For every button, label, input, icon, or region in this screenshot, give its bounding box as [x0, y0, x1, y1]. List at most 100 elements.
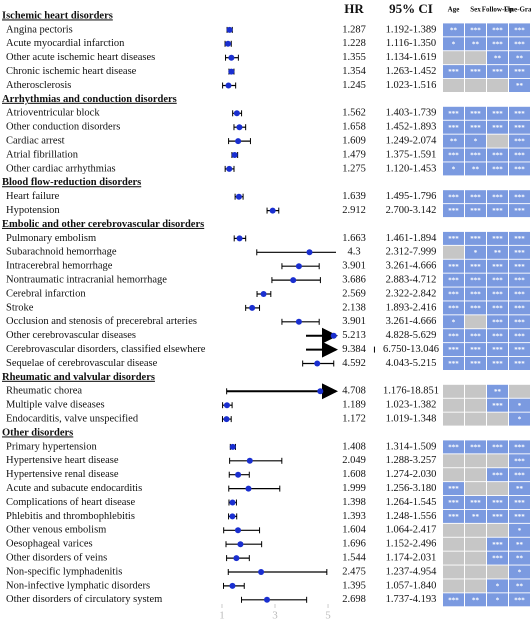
hr-value: 1.999 — [342, 483, 366, 494]
sig-cell — [487, 231, 508, 245]
sig-cell — [443, 593, 464, 607]
sig-cell — [487, 134, 508, 148]
sig-stars: *** — [514, 193, 525, 201]
ci-text: 3.261-4.666 — [386, 316, 437, 327]
sig-stars: *** — [492, 235, 503, 243]
sig-stars: *** — [492, 68, 503, 76]
sig-cell — [443, 231, 464, 245]
group-header: Arrhythmias and conduction disorders — [2, 94, 177, 105]
ci-text: 1.134-1.619 — [386, 52, 437, 63]
sig-cell — [487, 412, 508, 426]
sig-stars: *** — [470, 305, 481, 313]
hr-point — [236, 124, 243, 131]
sig-stars: * — [452, 40, 456, 48]
sig-cell — [509, 454, 530, 468]
sig-cell — [487, 357, 508, 370]
ci-text: 1.192-1.389 — [386, 24, 437, 35]
sig-stars: *** — [514, 291, 525, 299]
hr-point — [295, 318, 302, 325]
hr-value: 1.608 — [342, 469, 366, 480]
hr-value: 3.901 — [342, 261, 366, 272]
sig-cell — [509, 120, 530, 134]
sig-cell — [443, 315, 464, 329]
sig-cell — [509, 523, 530, 537]
hr-value: 1.287 — [342, 24, 366, 35]
hr-point — [269, 207, 276, 214]
sig-stars: *** — [492, 555, 503, 563]
sig-cell — [465, 343, 486, 357]
sig-stars: *** — [514, 138, 525, 146]
sig-stars: *** — [492, 360, 503, 368]
sig-stars: ** — [472, 40, 480, 48]
sig-cell — [487, 287, 508, 301]
sig-stars: * — [518, 569, 522, 577]
sig-stars: ** — [494, 249, 502, 257]
ci-text: 1.737-4.193 — [386, 594, 437, 605]
sig-cell — [465, 120, 486, 134]
sig-stars: ** — [450, 138, 458, 146]
sig-cell — [465, 398, 486, 412]
sig-cell — [509, 51, 530, 65]
sig-cell — [465, 287, 486, 301]
ci-text: 1.023-1.516 — [386, 80, 437, 91]
row-label: Heart failure — [6, 191, 60, 202]
sig-cell — [509, 496, 530, 509]
row-label: Complications of heart disease — [6, 497, 136, 508]
ci-text: 1.116-1.350 — [386, 38, 436, 49]
sig-cell — [509, 357, 530, 370]
sig-cell — [465, 134, 486, 148]
ci-text: 1.461-1.894 — [386, 233, 437, 244]
sig-stars: *** — [448, 513, 459, 521]
ci-text: 1.256-3.180 — [386, 483, 437, 494]
sig-cell — [509, 301, 530, 315]
sig-cell — [487, 551, 508, 565]
sig-stars: *** — [514, 40, 525, 48]
sig-stars: ** — [516, 541, 524, 549]
hr-value: 1.172 — [342, 414, 366, 425]
hr-point — [223, 402, 230, 409]
row-label: Hypotension — [6, 205, 60, 216]
row-label: Atherosclerosis — [6, 80, 71, 91]
sig-stars: *** — [470, 360, 481, 368]
sig-cell — [465, 454, 486, 468]
hr-point — [264, 596, 271, 603]
x-tick-label: 5 — [325, 610, 331, 622]
hr-value: 2.475 — [342, 566, 366, 577]
sig-cell — [509, 440, 530, 454]
sig-cell — [465, 565, 486, 579]
sig-cell — [509, 245, 530, 259]
sig-cell — [487, 384, 508, 398]
sig-stars: *** — [492, 471, 503, 479]
sig-cell — [443, 329, 464, 343]
ci-text: 2.700-3.142 — [386, 205, 437, 216]
sig-cell — [509, 579, 530, 593]
sig-cell — [509, 65, 530, 79]
hr-value: 1.355 — [342, 52, 366, 63]
sig-cell — [487, 315, 508, 329]
sig-stars: *** — [514, 305, 525, 313]
hr-point — [330, 332, 337, 339]
row-label: Cardiac arrest — [6, 136, 65, 147]
sig-stars: *** — [514, 513, 525, 521]
sig-cell — [465, 329, 486, 343]
sig-cell — [487, 204, 508, 218]
sig-cell — [509, 273, 530, 287]
hr-point — [233, 555, 240, 562]
group-header: Embolic and other cerebrovascular disord… — [2, 219, 204, 230]
sig-cell — [509, 148, 530, 162]
sig-cell — [509, 537, 530, 551]
sig-cell — [487, 523, 508, 537]
sig-stars: *** — [448, 152, 459, 160]
sig-cell — [465, 273, 486, 287]
hr-value: 1.663 — [342, 233, 366, 244]
sig-stars: *** — [448, 291, 459, 299]
sig-cell — [465, 301, 486, 315]
ci-text: 4.828-5.629 — [386, 330, 437, 341]
sig-cell — [487, 65, 508, 79]
sig-cell — [465, 106, 486, 120]
hr-point — [237, 541, 244, 548]
hr-value: 5.213 — [342, 330, 366, 341]
sig-cell — [443, 148, 464, 162]
sig-cell — [443, 482, 464, 496]
sig-stars: * — [452, 318, 456, 326]
